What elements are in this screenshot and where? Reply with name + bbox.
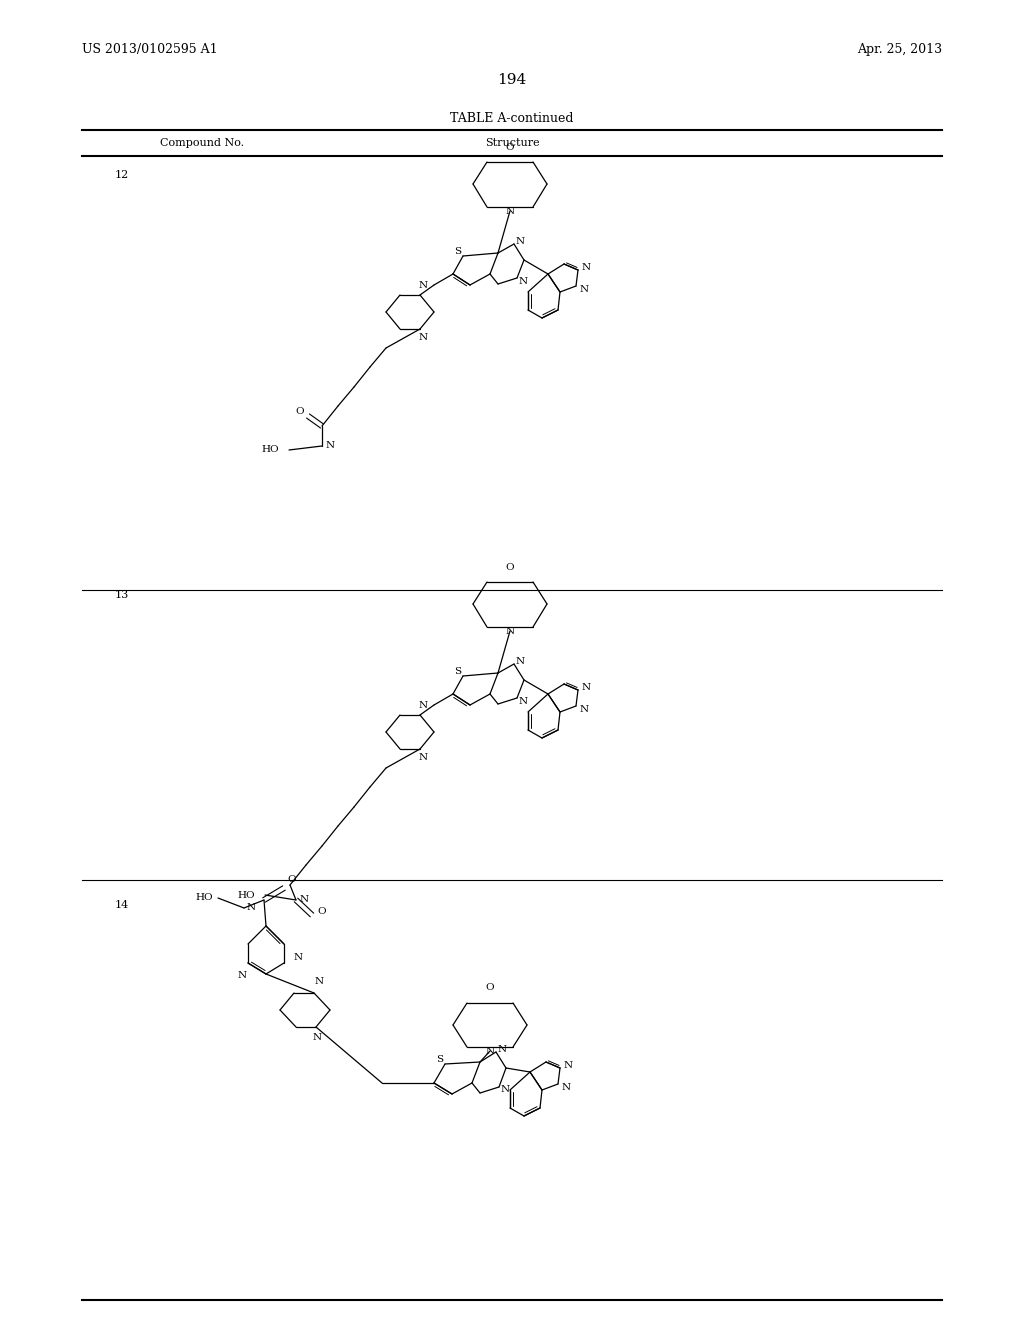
Text: Compound No.: Compound No.	[160, 139, 244, 148]
Text: Structure: Structure	[484, 139, 540, 148]
Text: N: N	[419, 754, 428, 763]
Text: O: O	[317, 907, 327, 916]
Text: HO: HO	[196, 894, 213, 903]
Text: N: N	[238, 970, 247, 979]
Text: N: N	[506, 627, 515, 635]
Text: O: O	[288, 875, 296, 884]
Text: N: N	[561, 1082, 570, 1092]
Text: O: O	[506, 144, 514, 153]
Text: N: N	[485, 1047, 495, 1056]
Text: 12: 12	[115, 170, 129, 180]
Text: N: N	[580, 285, 589, 293]
Text: O: O	[485, 983, 495, 993]
Text: N: N	[518, 276, 527, 285]
Text: N: N	[312, 1034, 322, 1043]
Text: 14: 14	[115, 900, 129, 909]
Text: N: N	[506, 206, 515, 215]
Text: N: N	[515, 236, 524, 246]
Text: N: N	[582, 263, 591, 272]
Text: S: S	[455, 668, 462, 676]
Text: 13: 13	[115, 590, 129, 601]
Text: N: N	[419, 701, 428, 710]
Text: N: N	[501, 1085, 510, 1094]
Text: N: N	[419, 334, 428, 342]
Text: HO: HO	[238, 891, 255, 899]
Text: N: N	[299, 895, 308, 904]
Text: N: N	[515, 656, 524, 665]
Text: O: O	[296, 408, 304, 417]
Text: US 2013/0102595 A1: US 2013/0102595 A1	[82, 44, 218, 57]
Text: TABLE A-continued: TABLE A-continued	[451, 111, 573, 124]
Text: Apr. 25, 2013: Apr. 25, 2013	[857, 44, 942, 57]
Text: N: N	[582, 682, 591, 692]
Text: 194: 194	[498, 73, 526, 87]
Text: S: S	[455, 248, 462, 256]
Text: S: S	[436, 1056, 443, 1064]
Text: HO: HO	[261, 446, 279, 454]
Text: N: N	[518, 697, 527, 705]
Text: O: O	[506, 564, 514, 573]
Text: N: N	[580, 705, 589, 714]
Text: N: N	[498, 1044, 507, 1053]
Text: N: N	[294, 953, 302, 961]
Text: N: N	[247, 903, 256, 912]
Text: N: N	[563, 1060, 572, 1069]
Text: N: N	[419, 281, 428, 290]
Text: N: N	[326, 441, 335, 450]
Text: N: N	[314, 978, 324, 986]
